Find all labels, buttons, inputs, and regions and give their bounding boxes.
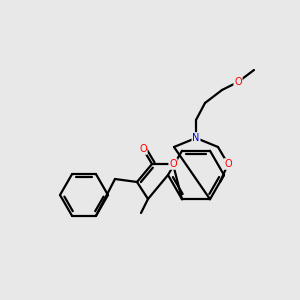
Text: O: O — [234, 77, 242, 87]
Text: N: N — [192, 133, 200, 143]
Text: O: O — [139, 144, 147, 154]
Text: O: O — [224, 159, 232, 169]
Text: O: O — [169, 159, 177, 169]
